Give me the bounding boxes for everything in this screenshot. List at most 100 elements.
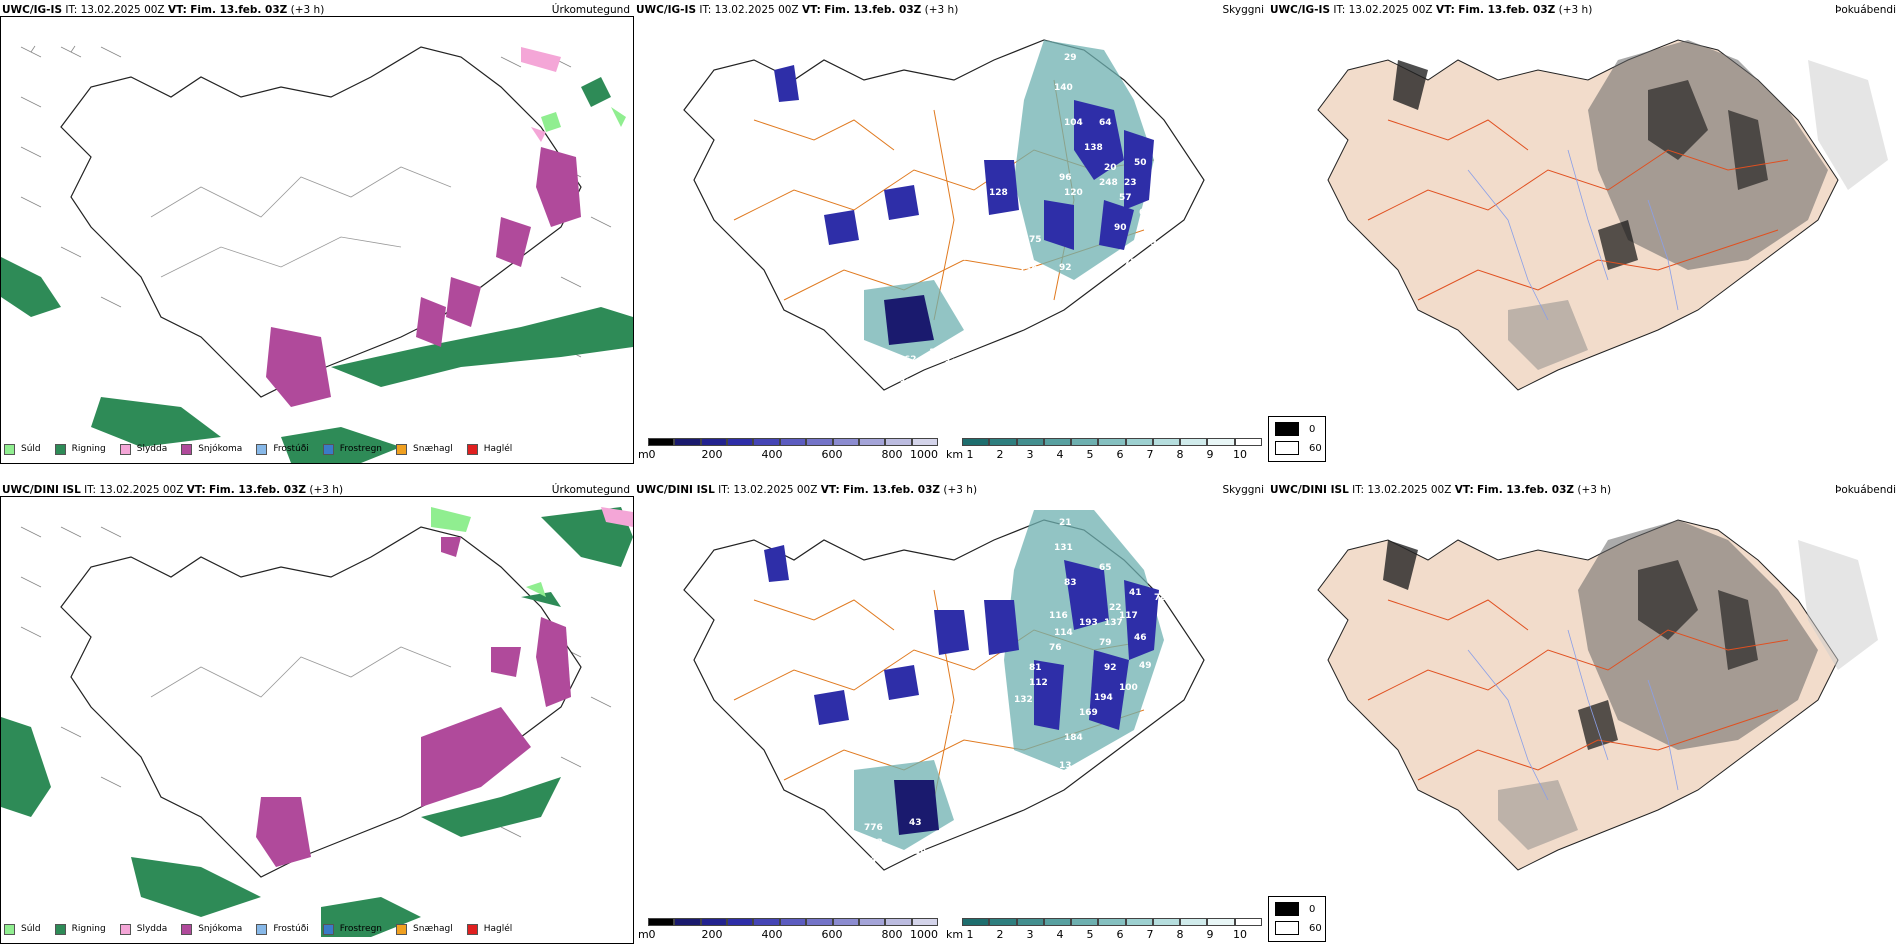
legend-swatch [466,923,478,935]
map-value-label: 79 [1099,638,1112,648]
colorbar-segment [806,438,833,446]
fog-map-bottom [1317,519,1878,871]
legend-swatch [396,923,408,935]
product-title: Úrkomutegund [551,484,630,496]
colorbar-segment [1071,438,1099,446]
precip-type-legend: Súld Rigning Slydda Snjókoma Frostúði Fr… [4,920,526,938]
roads [1367,119,1789,301]
roads [1367,599,1789,781]
legend-item: Snjókoma [181,923,242,935]
legend-swatch [119,923,131,935]
colorbar-segment [727,438,754,446]
map-frame [0,16,634,464]
map-value-label: 97 [1154,173,1167,183]
legend-item: Frostúði [256,443,309,455]
map-frame [0,496,634,944]
visibility-fields [764,510,1164,850]
map-value-label: 30 [899,378,912,388]
fog-legend-top: 0 60 [1268,416,1326,462]
map-value-label: 49 [914,848,927,858]
panel-header: UWC/DINI ISL IT: 13.02.2025 00Z VT: Fim.… [636,484,978,496]
fog-swatch [1275,441,1299,455]
product-title: Skyggni [1222,484,1265,496]
ceiling-unit: m [638,928,649,941]
map-value-label: 23 [1124,178,1137,188]
map-value-label: 79 [1144,238,1157,248]
visibility-colorbar: km 1 2 3 4 5 6 7 8 9 10 [946,438,1266,462]
map-value-label: 65 [1099,563,1112,573]
ceiling-unit: m [638,448,649,461]
colorbar-tick: 1000 [910,928,938,941]
legend-swatch [4,923,15,935]
map-value-label: 13 [1059,761,1072,771]
colorbar-tick: 1000 [910,448,938,461]
colorbar-segment [1098,918,1126,926]
colorbar-segment [674,438,701,446]
panel-precip-type-top: UWC/IG-IS IT: 13.02.2025 00Z VT: Fim. 13… [0,0,634,470]
legend-swatch [181,923,193,935]
colorbar-segment [1098,438,1126,446]
colorbar-segment [1207,438,1235,446]
sleet-areas [601,507,633,527]
colorbar-segment [1016,438,1044,446]
colorbar-segment [911,918,938,926]
fog-map-top [1317,39,1888,391]
colorbar-tick: 5 [1086,928,1094,941]
panel-header: UWC/DINI ISL IT: 13.02.2025 00Z VT: Fim.… [2,484,344,496]
colorbar-segment [962,438,990,446]
panel-visibility-top: UWC/IG-IS IT: 13.02.2025 00Z VT: Fim. 13… [634,0,1268,470]
colorbar-tick: 800 [881,928,903,941]
visibility-labels: 29 140 104 64 50 97 12 138 20 248 23 57 … [874,53,1177,388]
colorbar-segment [911,438,938,446]
map-value-label: 114 [1054,628,1073,638]
fog-legend-row: 60 [1275,921,1322,935]
map-value-label: 140 [1054,83,1073,93]
colorbar-tick: 10 [1233,928,1247,941]
colorbar-segment [1016,918,1044,926]
colorbar-tick: 5 [1086,448,1094,461]
visibility-unit: km [946,448,964,461]
colorbar-tick: 200 [701,928,723,941]
fog-legend-row: 60 [1275,441,1322,455]
map-value-label: 194 [1094,693,1113,703]
map-value-label: 21 [1059,518,1072,528]
colorbar-segment [700,438,728,446]
colorbar-segment [806,918,833,926]
fog-legend-bottom: 0 60 [1268,896,1326,942]
fog-swatch [1275,422,1299,436]
rivers [1467,149,1679,321]
visibility-fields [774,40,1154,360]
product-title: Þokuábendi [1835,484,1896,496]
ceiling-colorbar: m 0 200 400 600 800 1000 [638,918,938,942]
map-value-label: 169 [1079,708,1098,718]
colorbar-tick: 4 [1056,448,1064,461]
map-value-label: 46 [1134,633,1147,643]
map-value-label: 83 [1064,578,1077,588]
map-value-label: 112 [929,348,948,358]
colorbar-segment [1043,438,1072,446]
colorbar-segment [1125,918,1153,926]
map-value-label: 90 [1059,318,1072,328]
map-value-label: 83 [954,813,967,823]
colorbar-tick: 600 [821,448,843,461]
colorbar-segment [1125,438,1153,446]
map-value-label: 63 [1139,208,1152,218]
colorbar-tick: 2 [996,928,1004,941]
map-value-label: 50 [1159,613,1172,623]
map-value-label: 150 [1019,265,1038,275]
colorbar-segment [753,438,780,446]
colorbar-segment [832,918,859,926]
colorbar-tick: 200 [701,448,723,461]
map-value-label: 131 [1054,543,1073,553]
product-title: Skyggni [1222,4,1265,16]
colorbar-segment [989,438,1017,446]
drizzle-areas [541,107,626,132]
legend-item: Frostregn [322,443,382,455]
map-value-label: 96 [1059,173,1072,183]
fog-legend-row: 0 [1275,902,1315,916]
colorbar-segment [1234,438,1262,446]
precip-type-legend: Súld Rigning Slydda Snjókoma Frostúði Fr… [4,440,526,458]
colorbar-segment [648,438,675,446]
map-value-label: 75 [949,713,962,723]
snow-areas [266,147,581,407]
